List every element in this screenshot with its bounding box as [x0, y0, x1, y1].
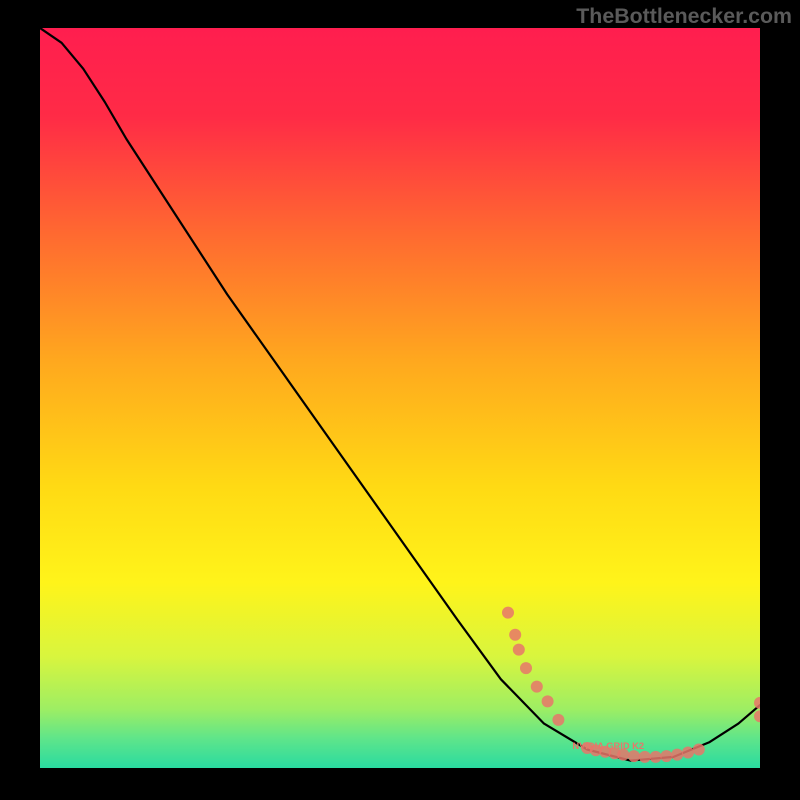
watermark-text: TheBottlenecker.com [576, 4, 792, 29]
plot-area: NVIDIA GRID K2 [40, 28, 760, 768]
chart-container: TheBottlenecker.com NVIDIA GRID K2 [0, 0, 800, 800]
cluster-label: NVIDIA GRID K2 [572, 741, 644, 751]
gradient-background [40, 28, 760, 768]
